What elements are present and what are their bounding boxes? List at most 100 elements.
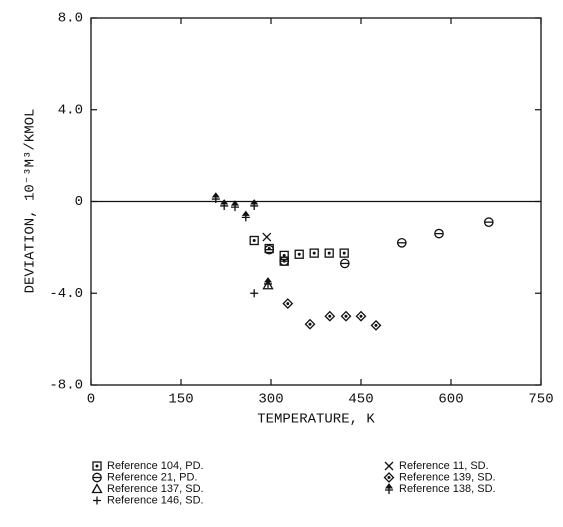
data-point xyxy=(340,310,352,322)
marker-shape xyxy=(434,228,444,239)
marker-shape xyxy=(250,289,259,298)
marker-dot xyxy=(342,251,346,255)
marker-shape xyxy=(339,258,350,269)
y-tick-label: 8.0 xyxy=(58,11,83,27)
marker-shape xyxy=(249,235,259,246)
data-point xyxy=(241,210,250,222)
data-point xyxy=(355,310,367,322)
x-tick-label: 450 xyxy=(348,392,373,408)
marker-shape xyxy=(309,248,319,258)
y-tick-label: 0 xyxy=(75,194,83,210)
data-point xyxy=(250,199,259,210)
legend-label: Reference 137, SD. xyxy=(107,483,204,495)
marker-shape xyxy=(384,461,394,471)
marker-shape xyxy=(294,249,304,259)
legend-marker xyxy=(91,483,103,494)
marker-shape xyxy=(262,232,272,242)
data-point xyxy=(339,248,349,258)
data-point xyxy=(279,256,290,266)
marker-dot xyxy=(387,476,391,479)
y-axis-label: DEVIATION, 10⁻³M³/KMOL xyxy=(23,109,39,294)
marker-shape xyxy=(279,250,289,261)
data-point xyxy=(279,250,289,261)
marker-shape xyxy=(304,318,316,330)
marker-head xyxy=(211,192,220,198)
marker-head xyxy=(250,199,259,205)
marker-dot xyxy=(308,322,312,326)
marker-dot xyxy=(297,252,301,256)
data-point xyxy=(231,200,239,212)
data-point xyxy=(434,228,444,239)
x-tick-label: 0 xyxy=(87,392,95,408)
marker-shape xyxy=(324,248,334,258)
legend-label: Reference 138, SD. xyxy=(399,483,496,495)
marker-shape xyxy=(483,217,494,227)
marker-head xyxy=(241,210,250,216)
marker-dot xyxy=(286,302,290,306)
x-tick-label: 150 xyxy=(168,392,193,408)
marker-shape xyxy=(339,248,349,258)
data-point xyxy=(396,237,407,248)
data-point xyxy=(264,244,275,255)
legend-marker xyxy=(93,496,101,505)
marker-shape xyxy=(279,256,290,266)
marker-shape xyxy=(396,237,407,248)
marker-head xyxy=(231,200,239,206)
data-point xyxy=(304,318,316,330)
y-tick-label: 4.0 xyxy=(58,102,83,118)
marker-shape xyxy=(92,472,102,483)
marker-shape xyxy=(383,472,395,483)
data-point xyxy=(324,310,336,322)
marker-shape xyxy=(262,279,274,290)
marker-dot xyxy=(328,314,332,318)
x-axis-label: TEMPERATURE, K xyxy=(257,412,375,428)
marker-dot xyxy=(252,238,256,242)
marker-shape xyxy=(324,310,336,322)
marker-shape xyxy=(370,319,382,331)
data-point xyxy=(262,279,274,290)
legend-marker xyxy=(384,461,394,471)
marker-shape xyxy=(91,483,103,494)
legend-marker xyxy=(385,483,393,494)
marker-dot xyxy=(95,464,99,468)
x-tick-label: 750 xyxy=(528,392,553,408)
marker-shape xyxy=(282,298,294,309)
legend-marker xyxy=(383,472,395,483)
marker-shape xyxy=(340,310,352,322)
data-point xyxy=(220,199,229,210)
marker-dot xyxy=(374,323,378,327)
marker-dot xyxy=(312,251,316,255)
legend-label: Reference 21, PD. xyxy=(107,471,198,483)
data-point xyxy=(324,248,334,258)
data-point xyxy=(282,298,294,309)
marker-shape xyxy=(92,461,102,471)
x-tick-label: 600 xyxy=(438,392,463,408)
data-point xyxy=(211,192,220,204)
legend-label: Reference 139, SD. xyxy=(399,471,496,483)
data-point xyxy=(264,277,272,288)
marker-dot xyxy=(359,314,363,318)
marker-dot xyxy=(327,251,331,255)
marker-head xyxy=(264,277,272,283)
legend-marker xyxy=(92,461,102,471)
marker-shape xyxy=(264,244,275,255)
data-point xyxy=(370,319,382,331)
legend-label: Reference 146, SD. xyxy=(107,494,204,506)
marker-head xyxy=(220,199,229,205)
marker-shape xyxy=(93,496,101,505)
marker-head xyxy=(385,483,393,489)
data-point xyxy=(309,248,319,258)
data-point xyxy=(483,217,494,227)
data-point xyxy=(262,232,272,242)
marker-dot xyxy=(282,253,286,257)
y-tick-label: -4.0 xyxy=(49,286,83,302)
data-point xyxy=(294,249,304,259)
legend-marker xyxy=(92,472,102,483)
marker-shape xyxy=(355,310,367,322)
marker-dot xyxy=(344,314,348,318)
legend-label: Reference 104, PD. xyxy=(107,460,204,472)
legend-label: Reference 11, SD. xyxy=(399,460,489,472)
x-tick-label: 300 xyxy=(258,392,283,408)
y-tick-label: -8.0 xyxy=(49,378,83,394)
